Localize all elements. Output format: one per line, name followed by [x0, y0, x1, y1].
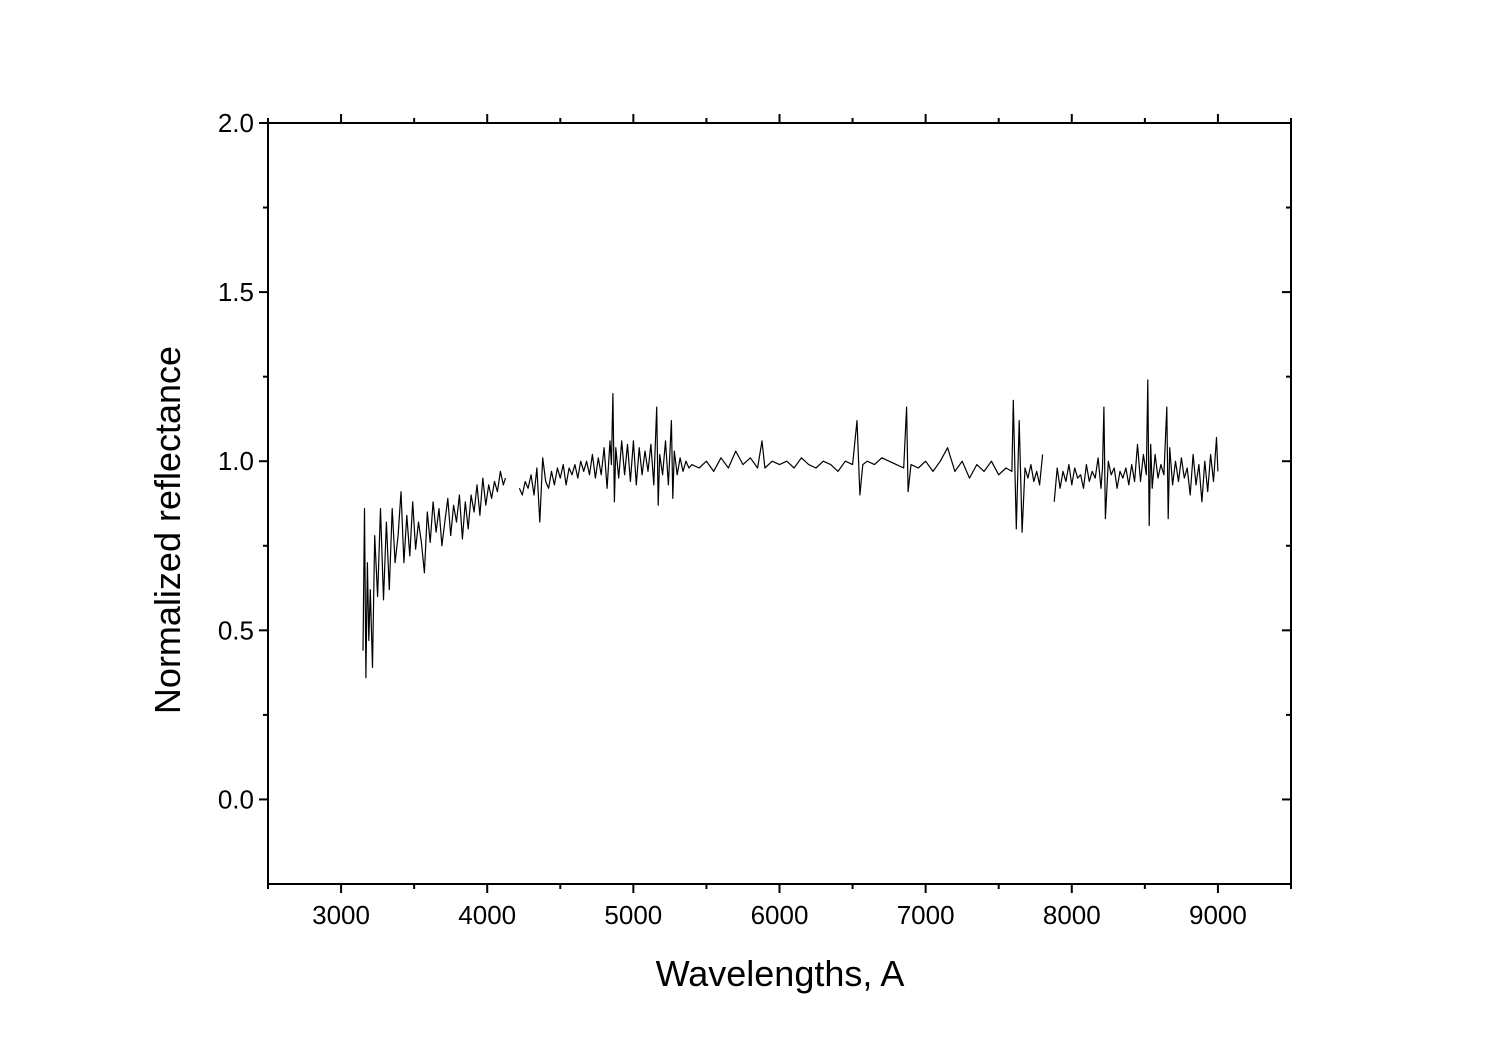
- x-tick-label: 5000: [604, 900, 662, 930]
- spectrum-line-segment-1: [362, 470, 507, 679]
- x-tick-label: 8000: [1043, 900, 1101, 930]
- y-tick-label: 0.0: [218, 784, 254, 814]
- y-tick-label: 2.0: [218, 108, 254, 138]
- data-lines: [362, 379, 1219, 679]
- y-tick-label: 1.5: [218, 277, 254, 307]
- y-tick-label: 1.0: [218, 446, 254, 476]
- x-axis-tick-labels: 3000 4000 5000 6000 7000 8000 9000: [312, 900, 1247, 930]
- y-axis-ticks: [259, 122, 1291, 801]
- x-tick-label: 6000: [751, 900, 809, 930]
- x-axis-title: Wavelengths, A: [656, 953, 905, 994]
- x-tick-label: 9000: [1189, 900, 1247, 930]
- spectrum-line-segment-3: [1053, 379, 1219, 527]
- x-axis-ticks: [267, 114, 1292, 893]
- spectrum-line-segment-2: [518, 393, 1044, 533]
- x-tick-label: 3000: [312, 900, 370, 930]
- x-tick-label: 7000: [897, 900, 955, 930]
- y-axis-tick-labels: 0.0 0.5 1.0 1.5 2.0: [218, 108, 254, 814]
- x-tick-label: 4000: [458, 900, 516, 930]
- plot-area: [362, 379, 1219, 679]
- y-tick-label: 0.5: [218, 615, 254, 645]
- y-axis-title: Normalized reflectance: [147, 346, 188, 714]
- plot-frame: [267, 122, 1292, 885]
